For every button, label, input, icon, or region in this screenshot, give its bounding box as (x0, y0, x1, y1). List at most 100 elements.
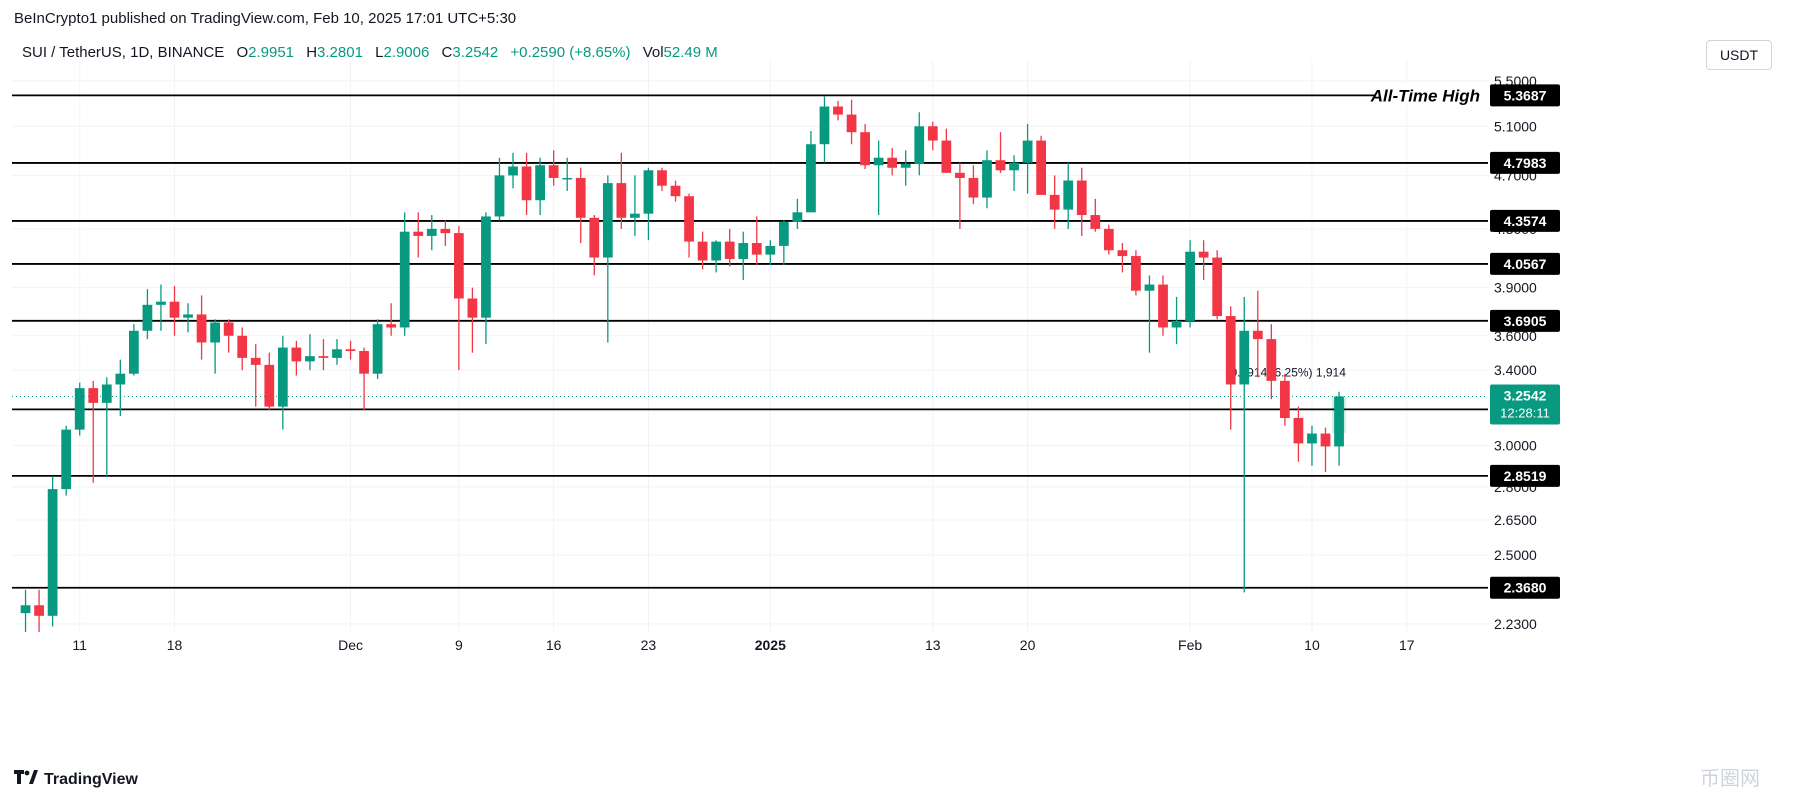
candle-body (657, 170, 667, 186)
tradingview-logo[interactable]: TradingView (14, 770, 138, 789)
candle-body (914, 126, 925, 164)
candle-body (778, 221, 789, 246)
price-level-label: 4.7983 (1504, 155, 1547, 171)
candle-body (589, 217, 600, 258)
y-tick-label: 2.5000 (1494, 547, 1537, 563)
candle-body (318, 356, 329, 358)
x-tick-label: 20 (1020, 637, 1036, 653)
price-level-label: 2.3680 (1504, 580, 1547, 596)
candle-body (575, 177, 586, 218)
candle-body (982, 160, 992, 198)
candle-body (277, 347, 288, 407)
level-note-bg (1376, 83, 1488, 106)
candle-body (1252, 330, 1263, 340)
candle-body (305, 356, 315, 362)
candle-body (359, 350, 369, 374)
candle-body (399, 231, 410, 328)
x-tick-label: 23 (641, 637, 657, 653)
candle-body (860, 132, 870, 166)
high-label: H (306, 44, 318, 61)
volume-label: Vol (642, 44, 664, 61)
candle-body (968, 177, 979, 198)
candle-body (1063, 180, 1074, 210)
candle-body (372, 324, 383, 374)
candle-body (521, 166, 532, 201)
candle-body (724, 241, 735, 260)
open-label: O (236, 44, 249, 61)
candle-body (196, 314, 207, 343)
y-tick-label: 3.9000 (1494, 280, 1537, 296)
candle-body (332, 349, 342, 358)
candle-body (115, 373, 126, 385)
candle-body (535, 165, 545, 201)
candle-body (1076, 180, 1087, 216)
candle-body (291, 347, 302, 362)
candle-body (426, 228, 437, 236)
candle-body (1266, 339, 1277, 381)
candle-body (142, 304, 153, 331)
price-level-tag (1490, 209, 1560, 232)
candle-body (440, 228, 451, 234)
candle-body (616, 183, 627, 218)
y-tick-label: 2.2300 (1494, 616, 1537, 632)
candle-body (995, 160, 1006, 171)
candle-body (873, 157, 884, 166)
candle-body (156, 301, 166, 305)
candle-body (1144, 284, 1155, 291)
candle-body (927, 126, 938, 141)
low-label: L (375, 44, 384, 61)
candle-body (1185, 251, 1195, 321)
candle-body (684, 196, 694, 242)
price-level-tag (1490, 464, 1560, 487)
x-tick-label: 16 (546, 637, 562, 653)
publish-info: BeInCrypto1 published on TradingView.com… (14, 10, 517, 27)
candle-body (1307, 433, 1317, 444)
ohlc-legend: SUI / TetherUS, 1D, BINANCE O2.9951 H3.2… (22, 44, 726, 61)
candle-body (183, 314, 193, 318)
measure-label: 0.1914 (6.25%) 1,914 (1230, 366, 1346, 380)
candle-body (250, 357, 261, 365)
candle-body (237, 335, 248, 358)
x-tick-label: 13 (925, 637, 941, 653)
candle-body (74, 388, 85, 430)
close-value: 3.2542 (452, 44, 499, 61)
x-tick-label: 2025 (755, 637, 786, 653)
corner-watermark: 币圈网 (1700, 768, 1760, 790)
y-tick-label: 2.6500 (1494, 512, 1537, 528)
candle-body (1225, 316, 1236, 385)
candle-body (1158, 284, 1168, 328)
candle-body (833, 106, 843, 115)
candle-body (738, 243, 749, 260)
y-tick-label: 3.4000 (1494, 362, 1537, 378)
low-value: 2.9006 (383, 44, 430, 61)
candle-body (643, 170, 654, 214)
candles (20, 96, 1344, 632)
candle-body (1171, 320, 1182, 328)
candle-body (453, 233, 464, 299)
candle-body (345, 349, 356, 351)
candle-body (697, 241, 708, 261)
candle-body (900, 163, 911, 168)
candle-body (101, 384, 112, 403)
last-price-tag (1490, 384, 1560, 425)
high-value: 3.2801 (317, 44, 363, 61)
candle-body (34, 605, 44, 616)
x-tick-label: Dec (338, 637, 363, 653)
candle-body (548, 165, 559, 178)
open-value: 2.9951 (248, 44, 295, 61)
candle-body (1103, 228, 1114, 251)
tradingview-brand: TradingView (44, 770, 138, 788)
candle-body (806, 144, 816, 213)
candle-body (1334, 396, 1344, 447)
price-level-label: 5.3687 (1504, 87, 1547, 103)
candle-body (169, 301, 180, 318)
price-level-tag (1490, 151, 1560, 174)
x-tick-label: 11 (72, 637, 87, 653)
candle-body (1036, 140, 1047, 195)
symbol-label[interactable]: SUI / TetherUS, 1D, BINANCE (22, 44, 225, 61)
candle-body (1022, 140, 1033, 163)
candle-body (1239, 330, 1250, 385)
candle-body (955, 172, 965, 178)
currency-button[interactable]: USDT (1706, 40, 1772, 70)
